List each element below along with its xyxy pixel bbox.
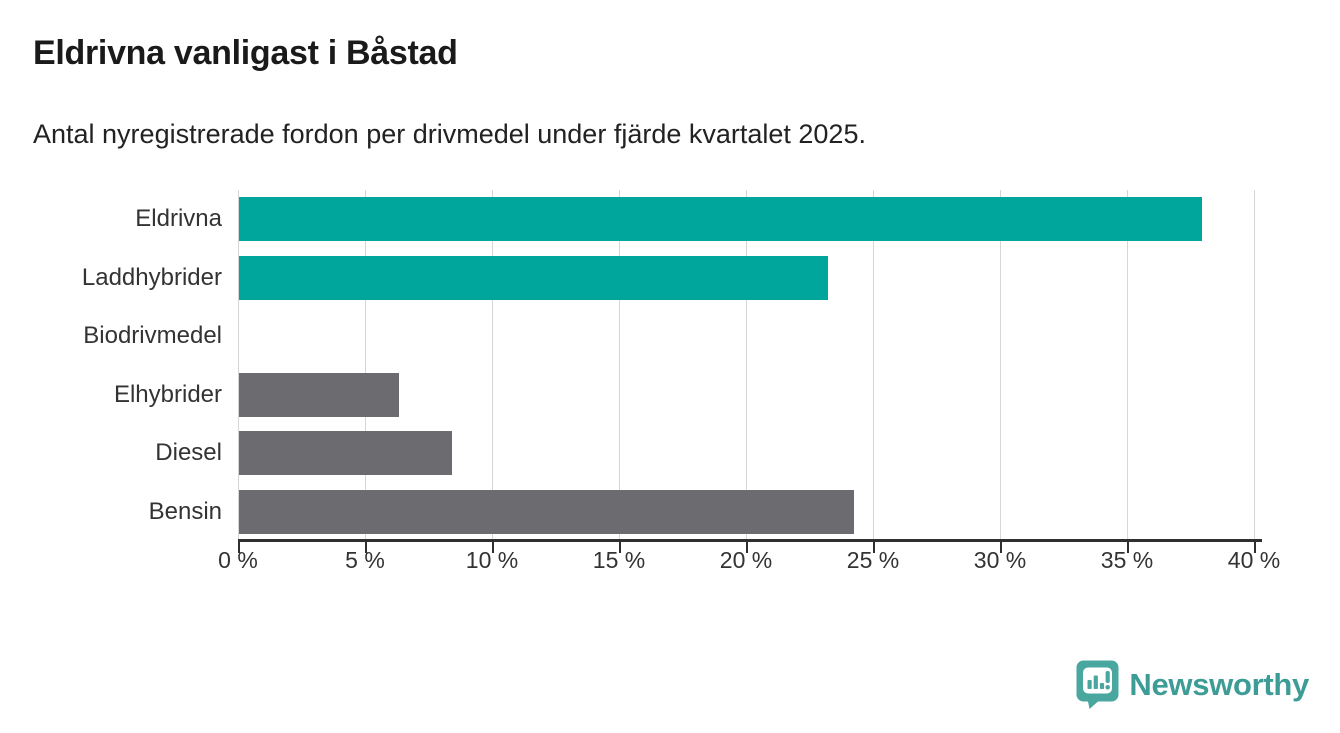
x-axis-tick-30	[999, 542, 1002, 553]
x-axis-tick-label-15: 15 %	[592, 547, 646, 573]
gridline-0	[238, 190, 239, 541]
gridline-15	[619, 190, 620, 541]
x-axis-tick-0	[237, 542, 240, 553]
bar-laddhybrider	[239, 255, 829, 300]
x-axis-line	[238, 539, 1262, 542]
x-axis-tick-label-40: 40 %	[1227, 547, 1281, 573]
category-label-laddhybrider: Laddhybrider	[81, 263, 222, 291]
x-axis-tick-40	[1253, 542, 1256, 553]
gridline-10	[492, 190, 493, 541]
category-label-bensin: Bensin	[148, 497, 222, 525]
bar-bensin	[239, 489, 854, 534]
category-label-eldrivna: Eldrivna	[135, 205, 222, 233]
newsworthy-wordmark: Newsworthy	[1129, 666, 1309, 702]
x-axis-tick-label-35: 35 %	[1100, 547, 1154, 573]
x-axis-tick-5	[364, 542, 367, 553]
x-axis-tick-20	[745, 542, 748, 553]
gridline-5	[365, 190, 366, 541]
chart-subtitle: Antal nyregistrerade fordon per drivmede…	[33, 119, 866, 149]
category-label-biodrivmedel: Biodrivmedel	[83, 322, 222, 350]
x-axis-tick-25	[872, 542, 875, 553]
category-label-elhybrider: Elhybrider	[113, 380, 222, 408]
gridline-35	[1127, 190, 1128, 541]
bar-elhybrider	[239, 372, 400, 417]
newsworthy-icon	[1076, 660, 1119, 709]
x-axis-tick-15	[618, 542, 621, 553]
bar-diesel	[239, 431, 453, 476]
x-axis-tick-label-5: 5 %	[345, 547, 385, 573]
chart-title: Eldrivna vanligast i Båstad	[33, 34, 458, 72]
category-label-diesel: Diesel	[155, 439, 222, 467]
gridline-20	[746, 190, 747, 541]
newsworthy-logo: Newsworthy	[1075, 659, 1309, 709]
x-axis-tick-label-25: 25 %	[846, 547, 900, 573]
x-axis-tick-label-0: 0 %	[218, 547, 258, 573]
bar-eldrivna	[239, 197, 1202, 242]
gridline-40	[1254, 190, 1255, 541]
x-axis-tick-label-20: 20 %	[719, 547, 773, 573]
x-axis-tick-label-30: 30 %	[973, 547, 1027, 573]
x-axis-tick-35	[1126, 542, 1129, 553]
plot-area: 0 % 5 % 10 % 15 % 20 % 25 % 30 % 35 % 40 % Eldriv…	[82, 190, 1280, 573]
x-axis-tick-10	[491, 542, 494, 553]
gridline-30	[1000, 190, 1001, 541]
x-axis-tick-label-10: 10 %	[465, 547, 519, 573]
gridline-25	[873, 190, 874, 541]
